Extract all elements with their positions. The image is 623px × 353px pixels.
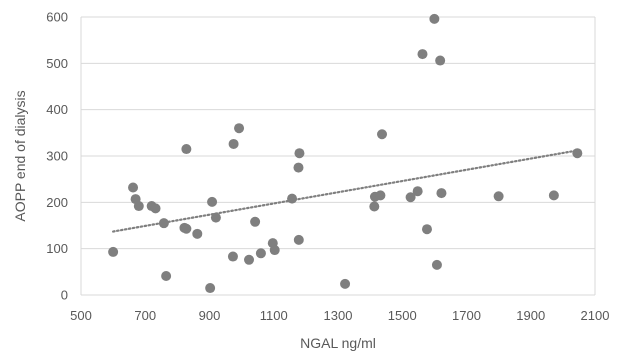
data-point: [234, 123, 245, 134]
y-axis-tick-labels: 0 100 200 300 400 500 600: [46, 10, 68, 303]
data-point: [548, 190, 559, 201]
y-tick-label: 300: [46, 149, 68, 164]
data-point: [405, 192, 416, 203]
data-point: [435, 55, 446, 66]
data-point: [255, 248, 266, 259]
x-tick-label: 2100: [581, 308, 610, 323]
y-tick-label: 100: [46, 241, 68, 256]
y-tick-label: 400: [46, 102, 68, 117]
data-point: [340, 278, 351, 289]
data-point: [210, 212, 221, 223]
data-point: [150, 203, 161, 214]
gridlines: [80, 16, 596, 296]
data-point: [128, 182, 139, 193]
data-point: [293, 234, 304, 245]
data-point: [181, 223, 192, 234]
data-point: [429, 13, 440, 24]
data-point: [417, 49, 428, 60]
data-point: [192, 228, 203, 239]
x-tick-label: 700: [134, 308, 156, 323]
y-tick-label: 0: [61, 288, 68, 303]
y-tick-label: 200: [46, 195, 68, 210]
data-point: [436, 188, 447, 199]
data-point: [493, 191, 504, 202]
data-point: [133, 201, 144, 212]
data-point: [108, 246, 119, 257]
data-point: [369, 201, 380, 212]
data-point: [431, 259, 442, 270]
data-point: [412, 186, 423, 197]
data-point: [293, 162, 304, 173]
data-point: [244, 254, 255, 265]
x-tick-label: 1100: [260, 308, 288, 323]
x-tick-label: 900: [199, 308, 221, 323]
y-tick-label: 500: [46, 56, 68, 71]
data-point: [205, 283, 216, 294]
y-axis-title: AOPP end of dialysis: [12, 90, 28, 221]
x-tick-label: 1500: [388, 308, 417, 323]
data-point: [269, 245, 280, 256]
data-point: [287, 193, 298, 204]
y-tick-label: 600: [46, 10, 68, 25]
data-point: [294, 148, 305, 159]
data-points: [108, 13, 583, 294]
data-point: [572, 148, 583, 159]
x-axis-tick-labels: 500 700 900 1100 1300 1500 1700 1900 2100: [70, 308, 609, 323]
x-tick-label: 1300: [324, 308, 353, 323]
data-point: [207, 196, 218, 207]
x-tick-label: 1700: [452, 308, 481, 323]
data-point: [421, 224, 432, 235]
x-tick-label: 1900: [516, 308, 545, 323]
data-point: [227, 251, 238, 262]
data-point: [181, 144, 192, 155]
x-axis-title: NGAL ng/ml: [300, 335, 376, 351]
trendline: [112, 149, 579, 233]
data-point: [158, 218, 169, 229]
data-point: [228, 138, 239, 149]
x-tick-label: 500: [70, 308, 92, 323]
data-point: [377, 129, 388, 140]
data-point: [250, 216, 261, 227]
data-point: [161, 271, 172, 282]
data-point: [375, 190, 386, 201]
